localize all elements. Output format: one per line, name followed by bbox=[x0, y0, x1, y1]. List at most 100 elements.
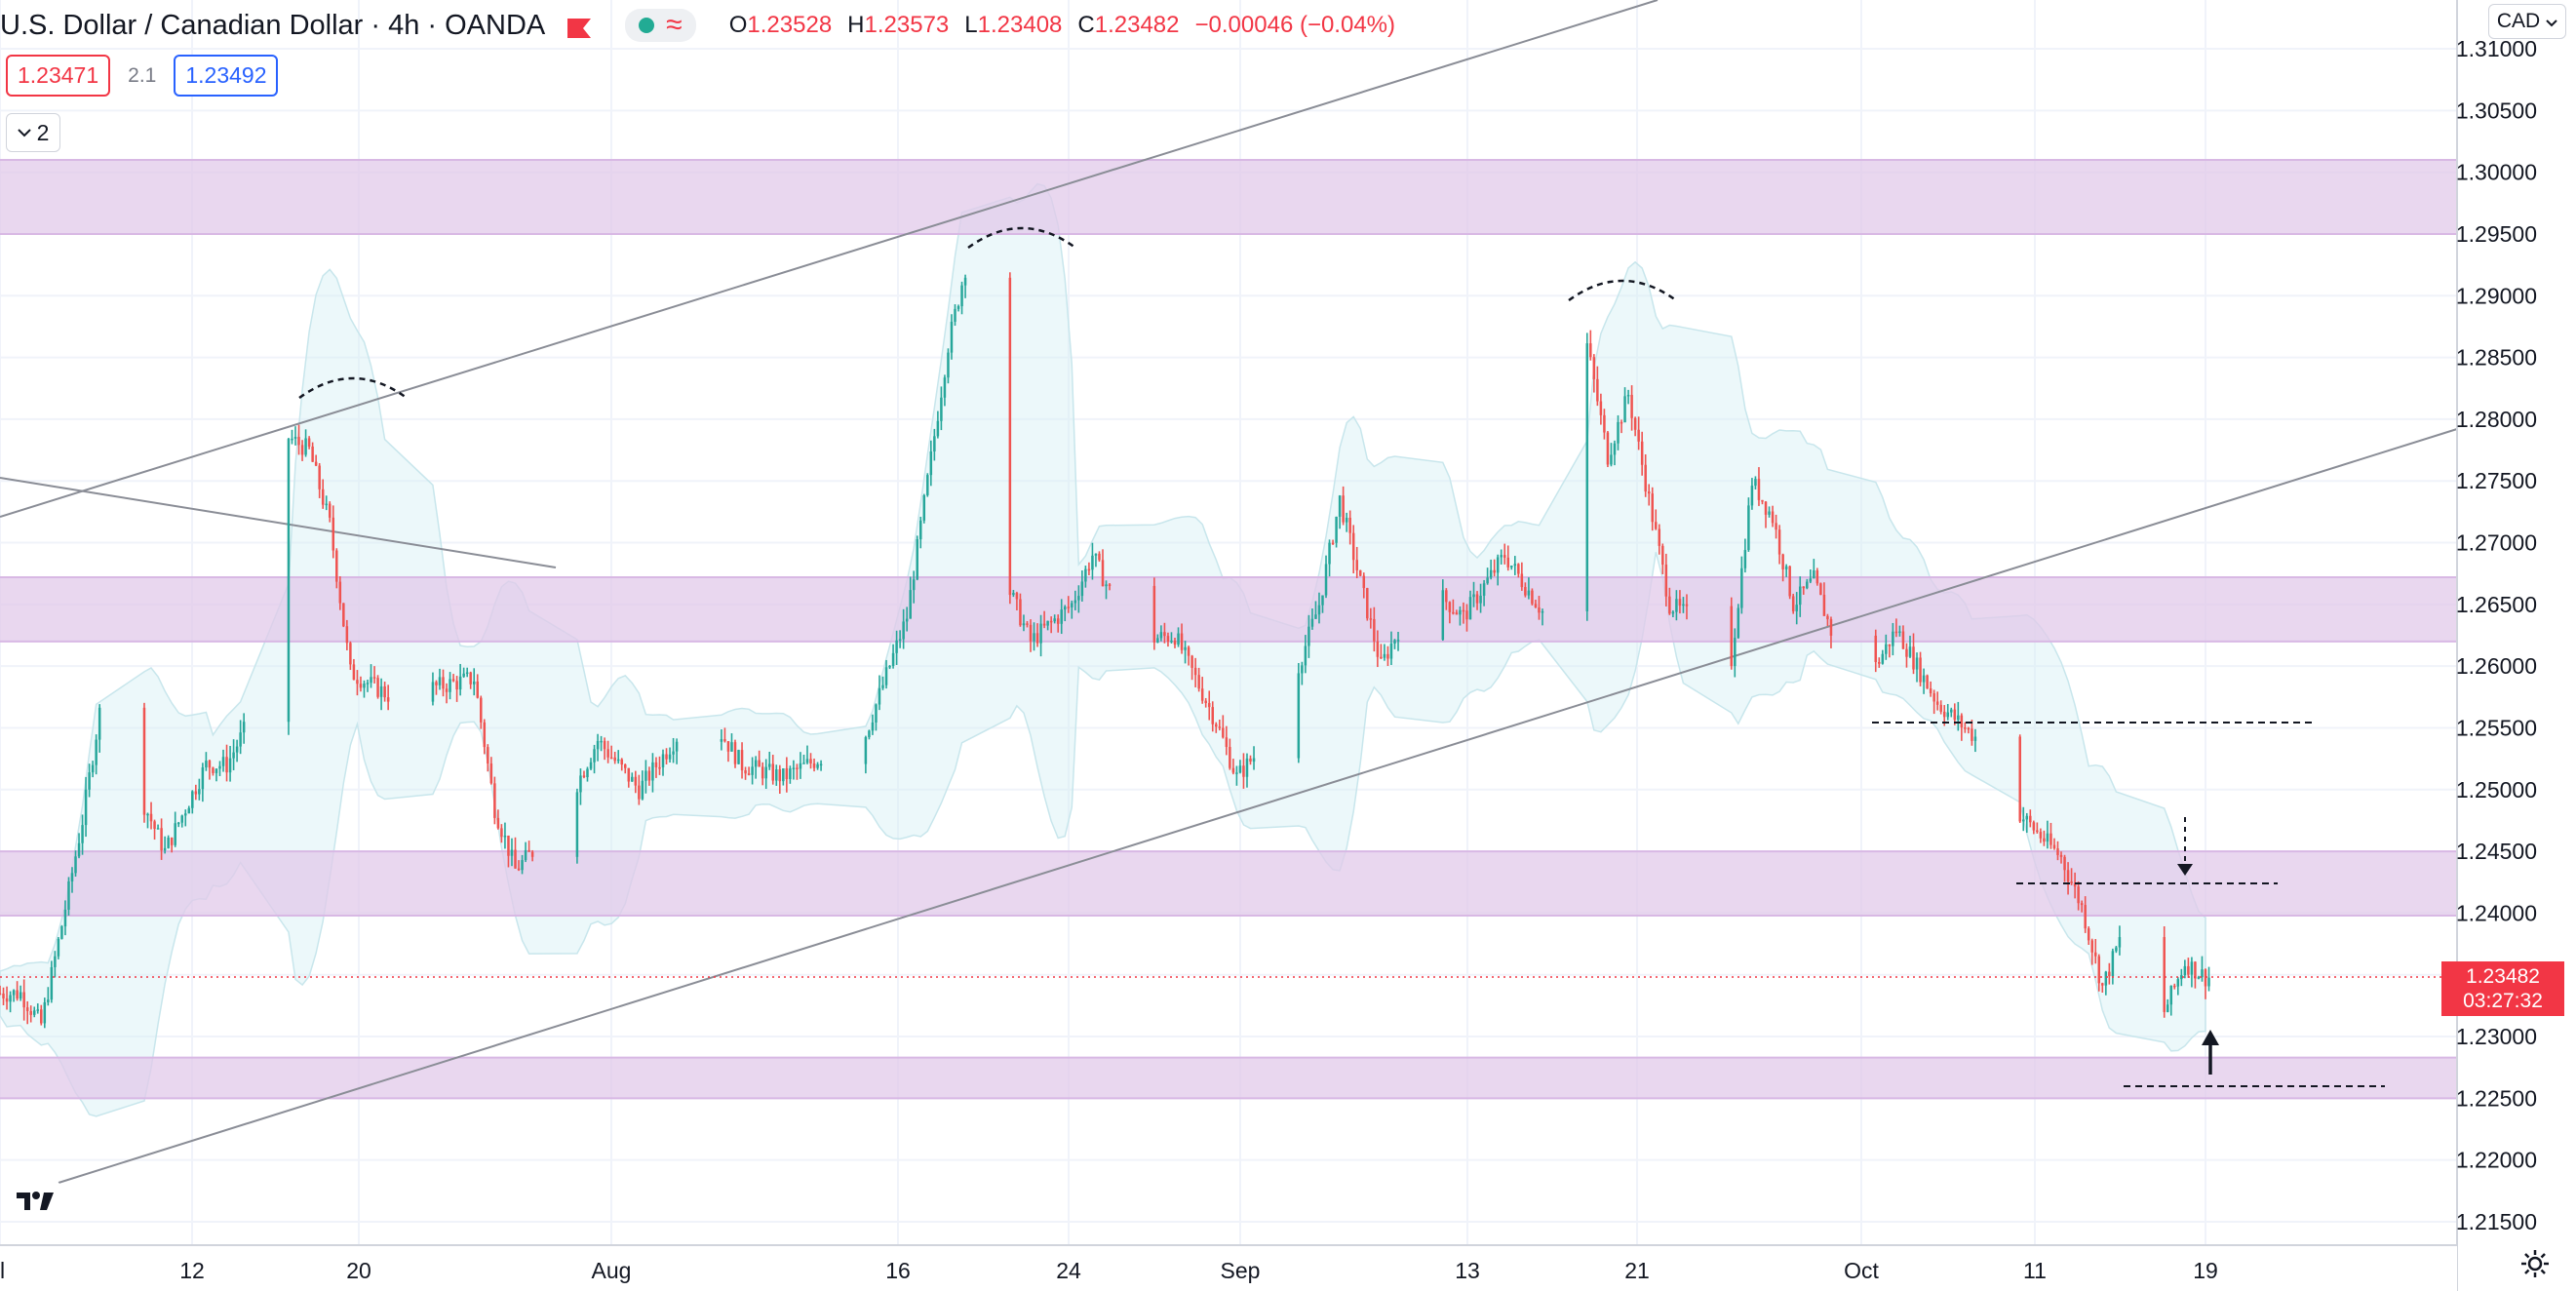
candle-body bbox=[1685, 604, 1689, 606]
zone-rect bbox=[0, 851, 2457, 916]
zone-rect bbox=[0, 576, 2457, 642]
tradingview-logo-icon[interactable] bbox=[10, 1180, 60, 1221]
market-status-pill[interactable]: ≈ bbox=[625, 9, 696, 42]
candles bbox=[0, 272, 2210, 1029]
currency-button[interactable]: CAD bbox=[2487, 4, 2566, 39]
candle-body bbox=[1757, 479, 1761, 500]
candle-body bbox=[2115, 947, 2118, 952]
down-arrow-head bbox=[2177, 864, 2193, 876]
candle-body bbox=[764, 766, 767, 779]
candle-body bbox=[954, 308, 956, 322]
candle-body bbox=[201, 767, 205, 790]
candle-body bbox=[1029, 624, 1033, 642]
y-tick-label: 1.25500 bbox=[2456, 715, 2537, 740]
candle-body bbox=[771, 763, 775, 781]
candle-body bbox=[616, 759, 620, 762]
candle-body bbox=[328, 503, 332, 518]
candle-body bbox=[2094, 952, 2097, 957]
candle-body bbox=[661, 754, 665, 767]
candle-body bbox=[785, 768, 789, 780]
candle-body bbox=[1527, 590, 1531, 596]
symbol-title[interactable]: U.S. Dollar / Canadian Dollar · 4h · OAN… bbox=[0, 9, 546, 41]
candle-body bbox=[1393, 640, 1396, 645]
candle-body bbox=[609, 757, 613, 760]
annotations bbox=[0, 226, 2457, 1087]
candle-body bbox=[792, 767, 796, 769]
x-tick-label: 21 bbox=[1624, 1258, 1650, 1283]
candle-body bbox=[517, 868, 521, 871]
candle-body bbox=[665, 754, 668, 760]
candle-body bbox=[1046, 620, 1049, 626]
candle-body bbox=[167, 838, 170, 848]
candle-body bbox=[1441, 590, 1445, 641]
candle-body bbox=[2166, 1004, 2169, 1012]
candle-body bbox=[1087, 568, 1091, 571]
candle-body bbox=[383, 685, 386, 698]
candle-body bbox=[956, 306, 960, 309]
candle-body bbox=[1510, 566, 1513, 567]
candle-body bbox=[345, 626, 349, 644]
candle-body bbox=[2180, 975, 2183, 980]
candle-body bbox=[22, 992, 25, 1008]
bar-countdown: 03:27:32 bbox=[2463, 990, 2543, 1012]
candle-body bbox=[2169, 985, 2173, 1005]
candle-body bbox=[476, 681, 479, 698]
buy-button[interactable]: 1.23492 bbox=[174, 55, 279, 97]
sell-button[interactable]: 1.23471 bbox=[6, 55, 111, 97]
candle-body bbox=[77, 842, 81, 857]
candle-body bbox=[589, 762, 593, 769]
candle-body bbox=[1225, 737, 1229, 748]
candle-body bbox=[963, 277, 967, 286]
candle-body bbox=[1626, 394, 1630, 397]
candle-body bbox=[672, 751, 675, 755]
flag-icon[interactable] bbox=[566, 15, 592, 38]
candle-body bbox=[1475, 594, 1479, 604]
candle-body bbox=[1747, 505, 1750, 551]
candle-body bbox=[1486, 577, 1489, 584]
candle-body bbox=[1366, 588, 1369, 619]
candle-body bbox=[1898, 631, 1901, 634]
candle-body bbox=[1534, 604, 1538, 607]
candle-body bbox=[1445, 590, 1448, 603]
candle-body bbox=[1603, 414, 1606, 433]
candle-body bbox=[912, 579, 916, 591]
candle-body bbox=[1806, 581, 1809, 589]
gear-icon[interactable] bbox=[2519, 1248, 2551, 1279]
candle-body bbox=[919, 520, 922, 540]
candle-body bbox=[624, 764, 627, 768]
candle-body bbox=[221, 757, 225, 766]
candle-body bbox=[1637, 429, 1640, 442]
trend-lines bbox=[0, 0, 2458, 1184]
candle-body bbox=[1063, 606, 1067, 610]
candle-body bbox=[1482, 583, 1486, 596]
candle-body bbox=[176, 822, 180, 825]
candle-body bbox=[805, 759, 809, 763]
indicators-toggle-button[interactable]: 2 bbox=[6, 113, 60, 152]
candle-body bbox=[744, 770, 747, 774]
candle-body bbox=[761, 766, 764, 779]
candle-body bbox=[81, 825, 84, 843]
candle-body bbox=[438, 677, 442, 685]
candle-body bbox=[1795, 605, 1798, 611]
candle-body bbox=[2173, 985, 2176, 988]
candle-body bbox=[1750, 486, 1754, 506]
y-tick-label: 1.27500 bbox=[2456, 468, 2537, 493]
open-value: 1.23528 bbox=[747, 12, 833, 38]
candle-body bbox=[1249, 758, 1252, 763]
candle-body bbox=[156, 828, 160, 830]
candle-body bbox=[2039, 832, 2043, 839]
candle-body bbox=[449, 679, 451, 692]
candle-body bbox=[1073, 600, 1077, 604]
candle-body bbox=[778, 768, 782, 782]
candle-body bbox=[530, 851, 534, 857]
candle-body bbox=[1459, 609, 1462, 615]
candle-body bbox=[723, 739, 726, 742]
candle-body bbox=[1222, 727, 1225, 738]
candle-body bbox=[891, 652, 895, 666]
candle-body bbox=[74, 856, 77, 874]
candle-body bbox=[871, 722, 875, 731]
candle-body bbox=[1389, 644, 1393, 659]
candle-body bbox=[1317, 605, 1321, 615]
